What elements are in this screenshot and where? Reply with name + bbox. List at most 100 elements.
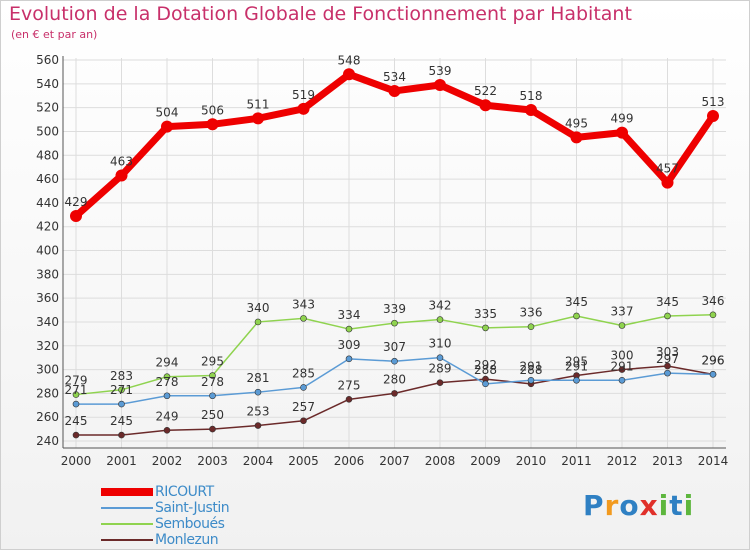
data-label-saint_justin: 281	[247, 371, 270, 385]
data-point-monlezun	[391, 390, 398, 397]
data-label-saint_justin: 291	[611, 359, 634, 373]
data-label-ricourt: 519	[292, 88, 315, 102]
data-point-monlezun	[300, 417, 307, 425]
data-point-sembouès	[209, 372, 216, 379]
legend-item-ricourt: RICOURT	[101, 484, 301, 500]
data-label-monlezun: 296	[702, 353, 725, 367]
legend-item-sembouès: Semboués	[101, 516, 301, 532]
y-tick-label: 320	[36, 339, 59, 353]
data-point-saint_justin	[436, 354, 444, 361]
data-point-sembouès	[709, 311, 717, 319]
data-label-saint_justin: 278	[156, 375, 179, 389]
legend-label-ricourt: RICOURT	[155, 484, 214, 500]
data-label-ricourt: 504	[156, 106, 179, 120]
logo-letter: P	[583, 489, 605, 522]
data-point-saint_justin	[709, 371, 717, 378]
y-tick-label: 260	[36, 410, 59, 424]
proxiti-logo: Proxiti	[583, 489, 694, 522]
data-point-monlezun	[664, 362, 671, 370]
logo-letter: x	[639, 489, 659, 522]
data-label-ricourt: 534	[383, 70, 406, 84]
data-label-saint_justin: 291	[520, 359, 543, 373]
legend-item-monlezun: Monlezun	[101, 532, 301, 548]
data-point-saint_justin	[664, 369, 671, 377]
data-point-saint_justin	[391, 357, 398, 365]
data-point-ricourt	[70, 209, 82, 222]
x-tick-label: 2013	[652, 454, 683, 468]
data-label-saint_justin: 271	[110, 383, 133, 397]
data-label-sembouès: 283	[110, 369, 133, 383]
data-point-saint_justin	[345, 355, 353, 363]
data-point-sembouès	[300, 315, 307, 322]
data-label-saint_justin: 297	[656, 352, 679, 366]
data-label-sembouès: 343	[292, 297, 315, 311]
data-point-ricourt	[115, 169, 128, 182]
x-tick-label: 2012	[607, 454, 638, 468]
data-label-monlezun: 250	[201, 408, 224, 422]
x-tick-label: 2014	[698, 454, 729, 468]
data-label-saint_justin: 278	[201, 375, 224, 389]
data-label-sembouès: 346	[702, 294, 725, 308]
x-tick-label: 2011	[561, 454, 592, 468]
data-point-ricourt	[297, 102, 310, 115]
logo-letter: t	[669, 489, 684, 522]
data-point-saint_justin	[618, 376, 626, 384]
data-label-saint_justin: 291	[565, 359, 588, 373]
y-tick-label: 520	[36, 101, 59, 115]
data-point-sembouès	[436, 316, 444, 323]
x-tick-label: 2009	[470, 454, 501, 468]
data-point-ricourt	[616, 126, 628, 139]
data-point-ricourt	[343, 68, 355, 81]
y-tick-label: 340	[36, 315, 59, 329]
logo-letter: r	[604, 489, 620, 522]
data-label-saint_justin: 288	[474, 363, 497, 377]
data-label-monlezun: 275	[338, 378, 361, 392]
legend-item-saint_justin: Saint-Justin	[101, 500, 301, 516]
legend-label-monlezun: Monlezun	[155, 532, 219, 548]
data-point-ricourt	[388, 84, 401, 97]
data-label-monlezun: 292	[474, 358, 497, 372]
data-label-ricourt: 463	[110, 154, 133, 168]
y-tick-label: 380	[36, 267, 59, 281]
data-label-ricourt: 539	[429, 64, 452, 78]
x-tick-label: 2001	[106, 454, 137, 468]
data-label-ricourt: 518	[520, 89, 543, 103]
legend-swatch-monlezun	[101, 539, 153, 541]
data-point-monlezun	[209, 425, 216, 433]
data-point-ricourt	[206, 118, 219, 131]
data-point-ricourt	[525, 104, 537, 117]
axes: 240 260 280 300 320 340 360 380 400 420 440 460 480 5…	[36, 53, 728, 468]
data-point-ricourt	[570, 131, 583, 144]
data-point-sembouès	[527, 323, 535, 331]
x-tick-label: 2002	[152, 454, 183, 468]
y-tick-label: 360	[36, 291, 59, 305]
data-point-monlezun	[254, 422, 262, 429]
legend-swatch-saint_justin	[101, 507, 153, 509]
data-point-ricourt	[434, 79, 446, 92]
data-label-saint_justin: 310	[429, 337, 452, 351]
y-tick-label: 560	[36, 53, 59, 67]
data-label-monlezun: 253	[247, 405, 270, 419]
legend-swatch-sembouès	[101, 523, 153, 525]
x-tick-label: 2006	[334, 454, 365, 468]
data-label-ricourt: 499	[611, 112, 634, 126]
data-label-sembouès: 339	[383, 302, 406, 316]
chart-subtitle: (en € et par an)	[11, 28, 98, 41]
data-point-saint_justin	[482, 380, 489, 388]
data-label-monlezun: 303	[656, 345, 679, 359]
data-point-ricourt	[661, 176, 674, 189]
data-label-ricourt: 495	[565, 116, 588, 130]
data-label-saint_justin: 296	[702, 353, 725, 367]
data-label-sembouès: 279	[65, 374, 88, 388]
x-tick-label: 2007	[379, 454, 410, 468]
data-point-saint_justin	[209, 392, 216, 400]
y-tick-label: 460	[36, 172, 59, 186]
data-label-monlezun: 280	[383, 372, 406, 386]
data-point-monlezun	[118, 431, 125, 439]
y-tick-label: 300	[36, 363, 59, 377]
data-label-sembouès: 342	[429, 299, 452, 313]
data-label-monlezun: 245	[65, 414, 88, 428]
x-tick-label: 2005	[288, 454, 319, 468]
